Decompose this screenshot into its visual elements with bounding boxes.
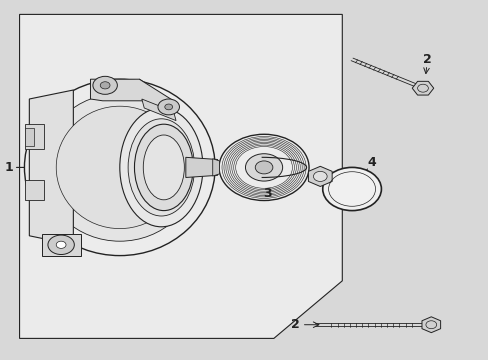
Ellipse shape <box>56 106 183 229</box>
Polygon shape <box>20 14 342 338</box>
Circle shape <box>322 167 381 211</box>
Circle shape <box>255 161 272 174</box>
Polygon shape <box>212 159 219 176</box>
Text: 3: 3 <box>263 187 272 200</box>
Circle shape <box>158 99 179 115</box>
Text: 2: 2 <box>423 53 431 66</box>
Ellipse shape <box>128 119 194 216</box>
Polygon shape <box>29 90 73 245</box>
Circle shape <box>245 154 282 181</box>
Polygon shape <box>142 99 176 121</box>
Ellipse shape <box>134 124 193 211</box>
Circle shape <box>93 76 117 94</box>
Ellipse shape <box>143 135 184 200</box>
Circle shape <box>313 171 326 181</box>
Ellipse shape <box>120 108 203 227</box>
Circle shape <box>48 235 74 255</box>
Polygon shape <box>411 81 433 95</box>
Text: 2: 2 <box>291 318 300 331</box>
Polygon shape <box>185 157 217 177</box>
Polygon shape <box>421 317 440 333</box>
Ellipse shape <box>41 94 198 241</box>
Circle shape <box>164 104 172 110</box>
Ellipse shape <box>24 79 215 256</box>
Polygon shape <box>41 234 81 256</box>
Circle shape <box>219 134 308 201</box>
Circle shape <box>56 241 66 248</box>
Bar <box>25 124 44 149</box>
Text: 4: 4 <box>366 156 375 168</box>
Polygon shape <box>90 79 173 115</box>
Bar <box>25 128 34 146</box>
Polygon shape <box>308 166 331 186</box>
Bar <box>25 180 44 200</box>
Text: 1: 1 <box>4 161 13 174</box>
Circle shape <box>100 82 110 89</box>
